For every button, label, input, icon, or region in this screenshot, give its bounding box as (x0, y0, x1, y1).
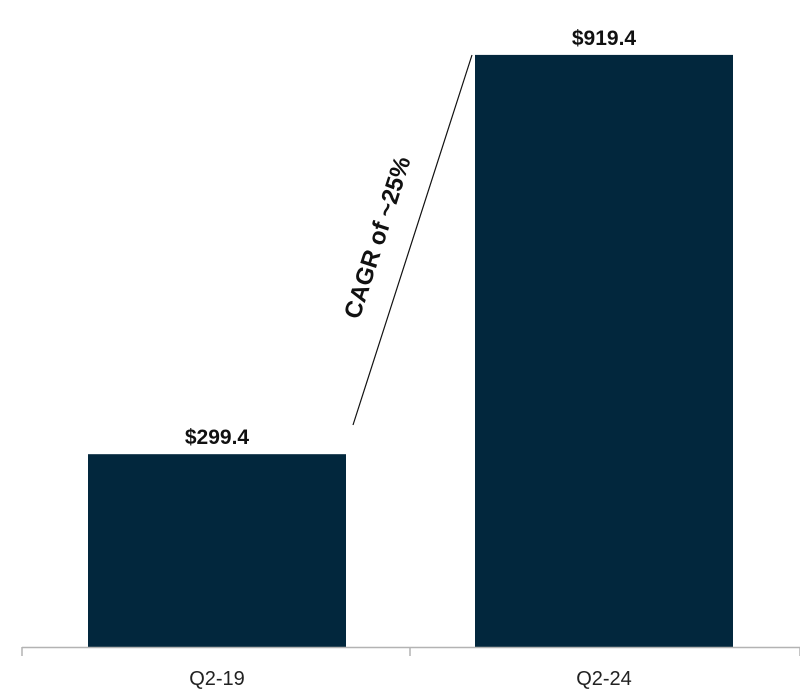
bars-group (88, 54, 733, 648)
cagr-label: CAGR of ~25% (339, 153, 416, 322)
cagr-annotation: CAGR of ~25% (339, 54, 473, 426)
x-tick-label: Q2-19 (189, 668, 245, 690)
bar-value-label: $919.4 (572, 27, 637, 50)
bar-labels-group: $299.4 $919.4 (185, 27, 637, 449)
bar-q2-24 (475, 54, 733, 648)
bar-value-label: $299.4 (185, 426, 250, 449)
x-axis: Q2-19 Q2-24 (21, 646, 800, 690)
cagr-line (352, 54, 473, 426)
x-tick-label: Q2-24 (576, 668, 632, 690)
bar-q2-19 (88, 454, 346, 647)
